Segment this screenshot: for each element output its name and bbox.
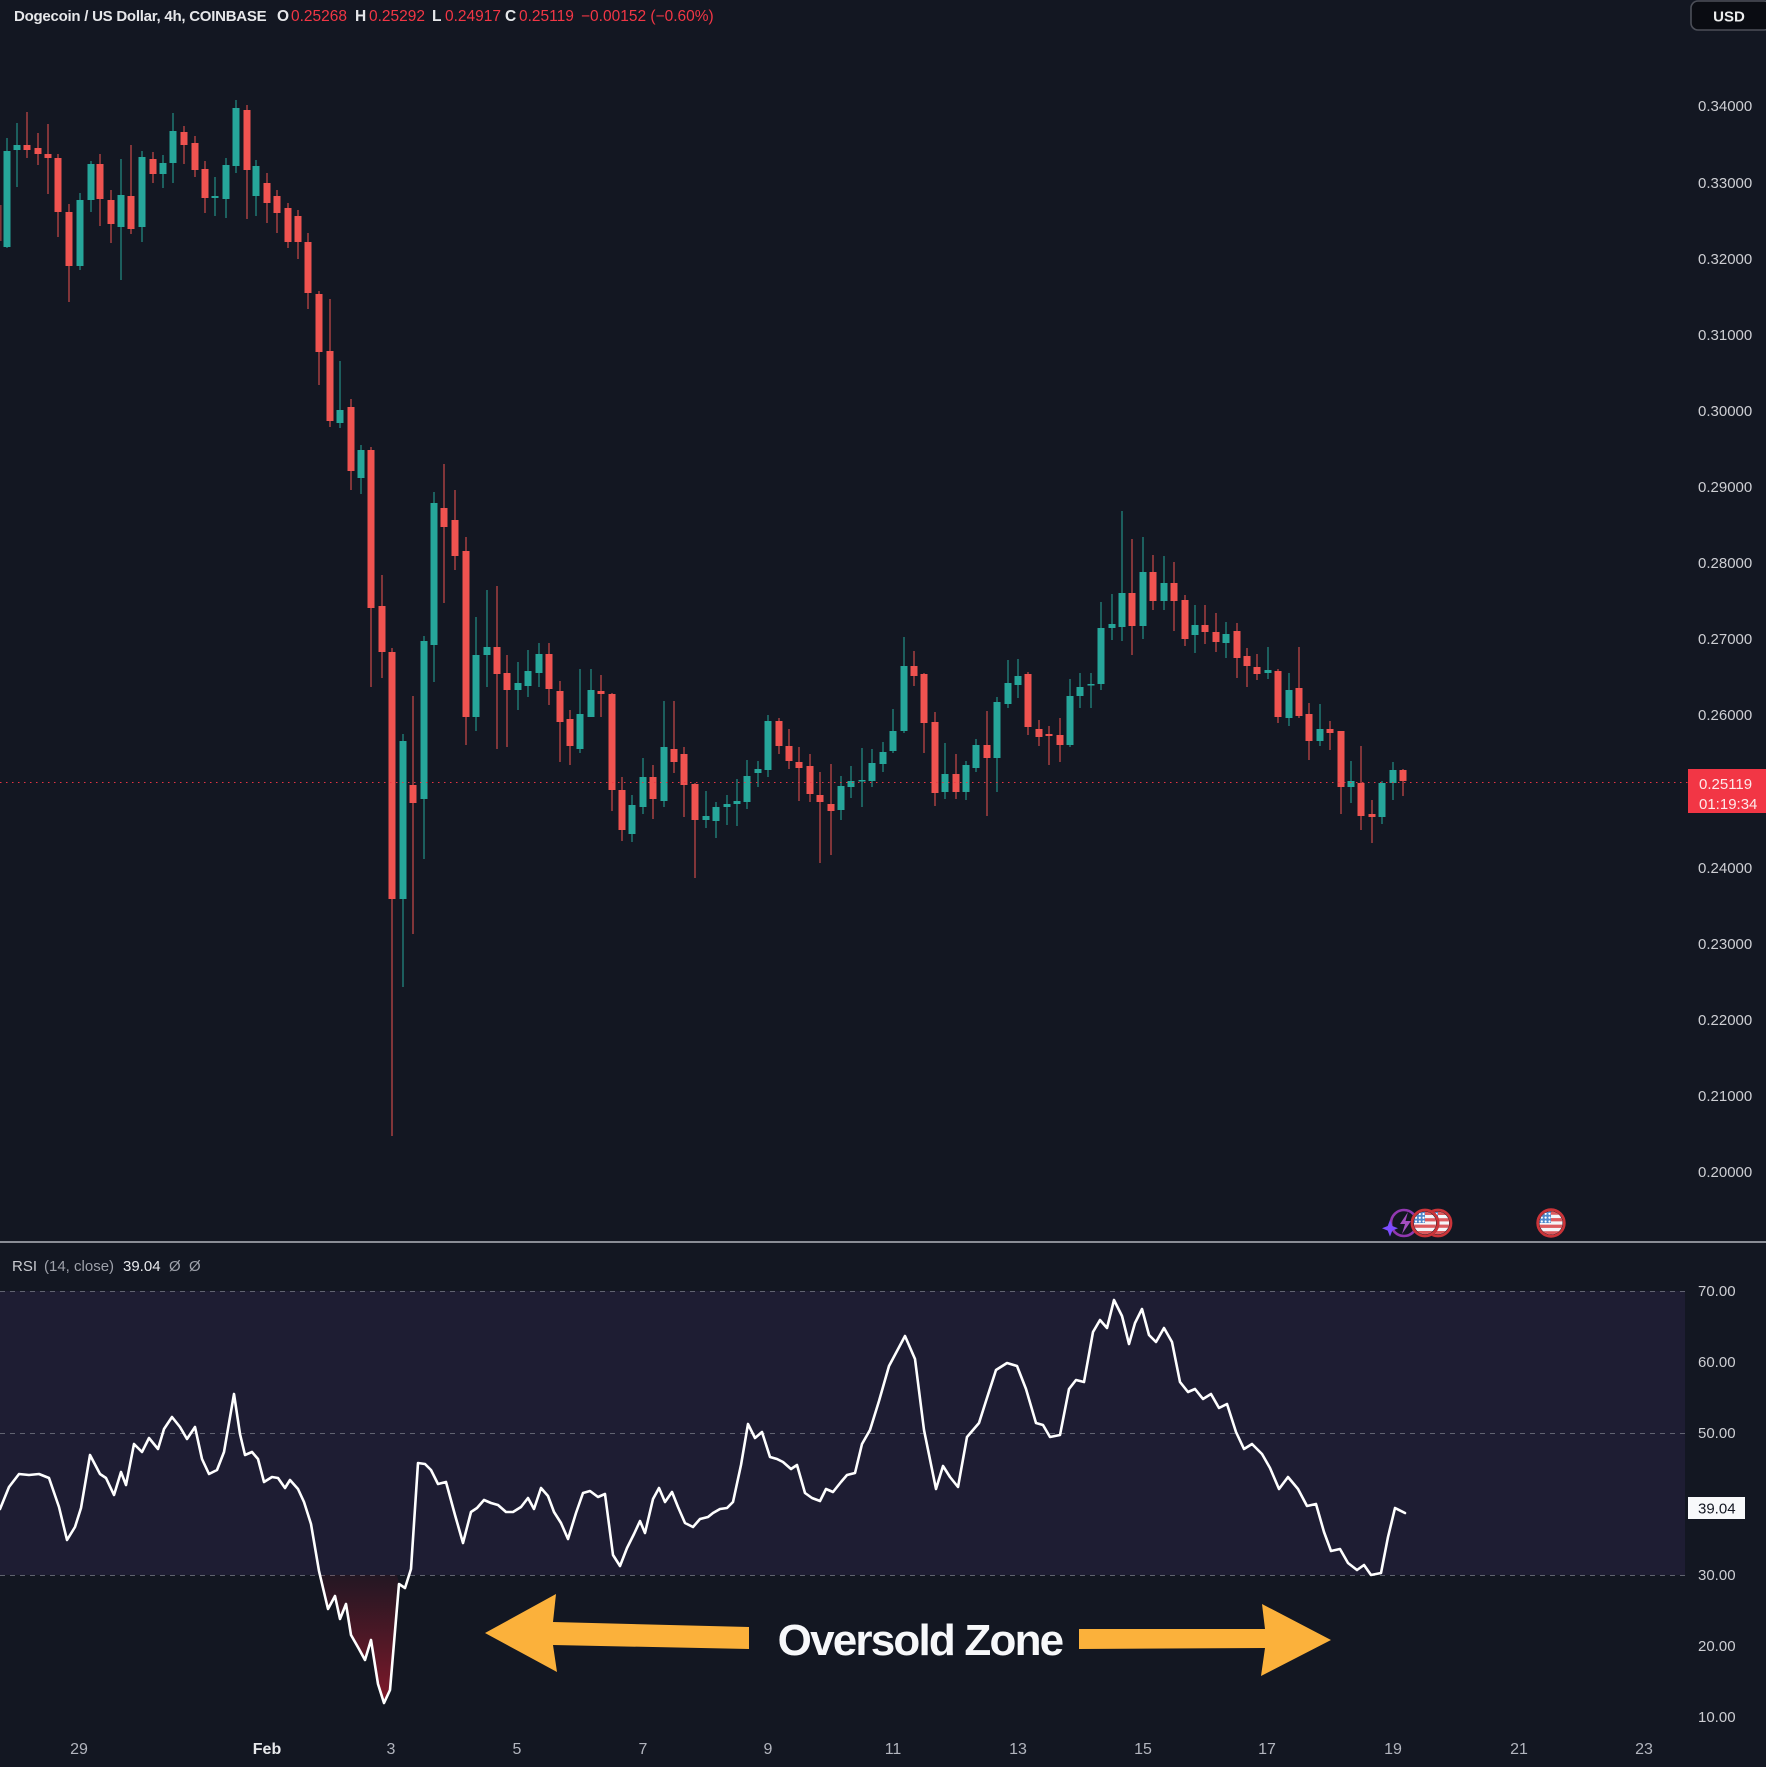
svg-text:0.25119: 0.25119: [1699, 776, 1752, 793]
svg-text:(14, close): (14, close): [44, 1258, 114, 1275]
svg-text:60.00: 60.00: [1698, 1354, 1736, 1371]
svg-text:0.33000: 0.33000: [1698, 175, 1752, 192]
svg-text:13: 13: [1009, 1741, 1027, 1758]
svg-text:0.26000: 0.26000: [1698, 707, 1752, 724]
svg-text:39.04: 39.04: [1698, 1501, 1736, 1518]
svg-text:15: 15: [1134, 1741, 1152, 1758]
svg-text:USD: USD: [1713, 9, 1745, 26]
svg-text:0.32000: 0.32000: [1698, 251, 1752, 268]
svg-text:L: L: [432, 8, 441, 25]
svg-text:0.29000: 0.29000: [1698, 479, 1752, 496]
svg-text:0.25292: 0.25292: [369, 8, 425, 25]
svg-text:20.00: 20.00: [1698, 1638, 1736, 1655]
svg-text:10.00: 10.00: [1698, 1709, 1736, 1726]
svg-text:0.25119: 0.25119: [519, 8, 574, 25]
svg-text:23: 23: [1635, 1741, 1653, 1758]
svg-text:Ø: Ø: [189, 1258, 201, 1275]
svg-text:0.31000: 0.31000: [1698, 327, 1752, 344]
svg-text:RSI: RSI: [12, 1258, 37, 1275]
svg-text:29: 29: [70, 1741, 88, 1758]
svg-text:−0.00152 (−0.60%): −0.00152 (−0.60%): [581, 8, 714, 25]
svg-text:39.04: 39.04: [123, 1258, 161, 1275]
svg-text:H: H: [355, 8, 366, 25]
svg-text:Feb: Feb: [253, 1741, 282, 1758]
svg-text:Oversold Zone: Oversold Zone: [778, 1616, 1063, 1665]
svg-text:0.23000: 0.23000: [1698, 936, 1752, 953]
svg-text:O: O: [277, 8, 289, 25]
svg-text:0.24917: 0.24917: [445, 8, 501, 25]
svg-text:9: 9: [764, 1741, 773, 1758]
svg-text:7: 7: [639, 1741, 648, 1758]
svg-text:01:19:34: 01:19:34: [1699, 796, 1757, 813]
svg-text:0.30000: 0.30000: [1698, 403, 1752, 420]
svg-text:0.24000: 0.24000: [1698, 860, 1752, 877]
svg-text:30.00: 30.00: [1698, 1567, 1736, 1584]
svg-text:50.00: 50.00: [1698, 1425, 1736, 1442]
svg-text:70.00: 70.00: [1698, 1283, 1736, 1300]
svg-text:19: 19: [1384, 1741, 1402, 1758]
svg-text:3: 3: [387, 1741, 396, 1758]
svg-text:0.22000: 0.22000: [1698, 1012, 1752, 1029]
svg-text:11: 11: [885, 1741, 902, 1758]
svg-text:21: 21: [1510, 1741, 1528, 1758]
svg-text:0.25268: 0.25268: [291, 8, 347, 25]
svg-text:C: C: [505, 8, 516, 25]
svg-text:17: 17: [1258, 1741, 1276, 1758]
svg-text:Dogecoin / US Dollar, 4h, COIN: Dogecoin / US Dollar, 4h, COINBASE: [14, 8, 267, 25]
svg-text:Ø: Ø: [169, 1258, 181, 1275]
svg-text:0.27000: 0.27000: [1698, 631, 1752, 648]
svg-text:0.20000: 0.20000: [1698, 1164, 1752, 1181]
svg-text:0.21000: 0.21000: [1698, 1088, 1752, 1105]
svg-text:0.28000: 0.28000: [1698, 555, 1752, 572]
svg-text:0.34000: 0.34000: [1698, 98, 1752, 115]
svg-text:5: 5: [513, 1741, 522, 1758]
